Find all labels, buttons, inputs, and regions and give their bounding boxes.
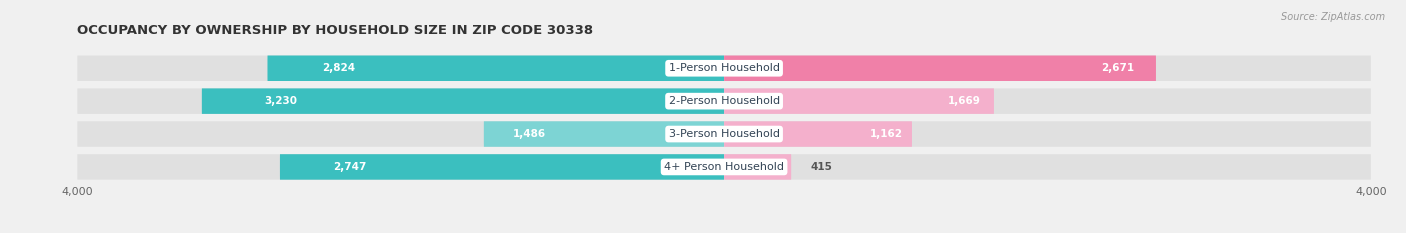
- FancyBboxPatch shape: [280, 154, 724, 180]
- FancyBboxPatch shape: [267, 55, 724, 81]
- FancyBboxPatch shape: [77, 55, 1371, 81]
- FancyBboxPatch shape: [77, 121, 1371, 147]
- FancyBboxPatch shape: [724, 55, 1156, 81]
- Text: 415: 415: [811, 162, 832, 172]
- FancyBboxPatch shape: [724, 154, 792, 180]
- FancyBboxPatch shape: [77, 154, 1371, 180]
- FancyBboxPatch shape: [484, 121, 724, 147]
- Text: OCCUPANCY BY OWNERSHIP BY HOUSEHOLD SIZE IN ZIP CODE 30338: OCCUPANCY BY OWNERSHIP BY HOUSEHOLD SIZE…: [77, 24, 593, 37]
- Text: 2,747: 2,747: [333, 162, 367, 172]
- Text: 3-Person Household: 3-Person Household: [669, 129, 779, 139]
- Text: 1,669: 1,669: [948, 96, 980, 106]
- Text: 1,486: 1,486: [513, 129, 546, 139]
- FancyBboxPatch shape: [77, 88, 1371, 114]
- Text: 1-Person Household: 1-Person Household: [669, 63, 779, 73]
- Text: 2,671: 2,671: [1101, 63, 1135, 73]
- Text: 1,162: 1,162: [869, 129, 903, 139]
- Legend: Owner-occupied, Renter-occupied: Owner-occupied, Renter-occupied: [607, 230, 841, 233]
- FancyBboxPatch shape: [724, 121, 912, 147]
- Text: 2-Person Household: 2-Person Household: [668, 96, 780, 106]
- Text: Source: ZipAtlas.com: Source: ZipAtlas.com: [1281, 12, 1385, 22]
- Text: 3,230: 3,230: [264, 96, 298, 106]
- FancyBboxPatch shape: [202, 88, 724, 114]
- Text: 2,824: 2,824: [322, 63, 356, 73]
- FancyBboxPatch shape: [724, 88, 994, 114]
- Text: 4+ Person Household: 4+ Person Household: [664, 162, 785, 172]
